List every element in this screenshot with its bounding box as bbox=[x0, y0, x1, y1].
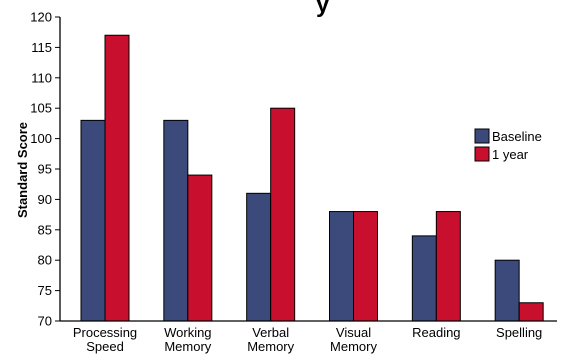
bar-1-year-4 bbox=[435, 211, 461, 322]
category-label: Spelling bbox=[496, 325, 542, 340]
y-tick-label: 100 bbox=[30, 131, 52, 146]
bar-baseline-4 bbox=[411, 235, 437, 322]
bar-1-year-2 bbox=[270, 107, 296, 322]
y-tick-label: 95 bbox=[38, 162, 52, 177]
category-label: Memory bbox=[164, 339, 211, 354]
y-tick-label: 80 bbox=[38, 253, 52, 268]
y-tick-label: 115 bbox=[31, 40, 52, 55]
category-labels: ProcessingSpeedWorkingMemoryVerbalMemory… bbox=[73, 325, 542, 354]
legend-label: 1 year bbox=[492, 147, 529, 162]
y-tick-label: 75 bbox=[38, 283, 52, 298]
category-label: Processing bbox=[73, 325, 137, 340]
chart-title-fragment: y bbox=[316, 0, 330, 18]
bar-1-year-0 bbox=[104, 34, 130, 322]
legend: Baseline 1 year bbox=[474, 128, 542, 162]
y-tick-label: 120 bbox=[30, 10, 52, 25]
bar-1-year-1 bbox=[187, 174, 213, 322]
category-label: Memory bbox=[247, 339, 294, 354]
bar-baseline-3 bbox=[329, 211, 354, 322]
y-axis-title: Standard Score bbox=[15, 122, 30, 218]
category-label: Working bbox=[164, 325, 211, 340]
bar-baseline-0 bbox=[80, 119, 106, 322]
bar-baseline-2 bbox=[246, 192, 272, 322]
category-label: Reading bbox=[412, 325, 460, 340]
y-tick-label: 90 bbox=[38, 192, 52, 207]
bars bbox=[80, 34, 544, 322]
y-tick-label: 105 bbox=[30, 101, 52, 116]
bar-1-year-3 bbox=[353, 211, 378, 322]
bar-baseline-1 bbox=[163, 119, 189, 322]
y-axis-ticks: 70 75 80 85 90 95 100 105 110 115 120 bbox=[30, 10, 60, 329]
category-label: Speed bbox=[86, 339, 124, 354]
y-tick-label: 110 bbox=[31, 70, 52, 85]
category-label: Verbal bbox=[252, 325, 289, 340]
legend-swatch bbox=[474, 146, 490, 162]
legend-swatch bbox=[474, 128, 490, 144]
axes bbox=[59, 17, 557, 322]
category-label: Memory bbox=[330, 339, 377, 354]
bar-1-year-5 bbox=[518, 302, 544, 322]
bar-baseline-5 bbox=[494, 259, 520, 322]
category-label: Visual bbox=[336, 325, 371, 340]
y-tick-label: 85 bbox=[38, 222, 52, 237]
legend-label: Baseline bbox=[492, 129, 542, 144]
y-tick-label: 70 bbox=[38, 314, 52, 329]
